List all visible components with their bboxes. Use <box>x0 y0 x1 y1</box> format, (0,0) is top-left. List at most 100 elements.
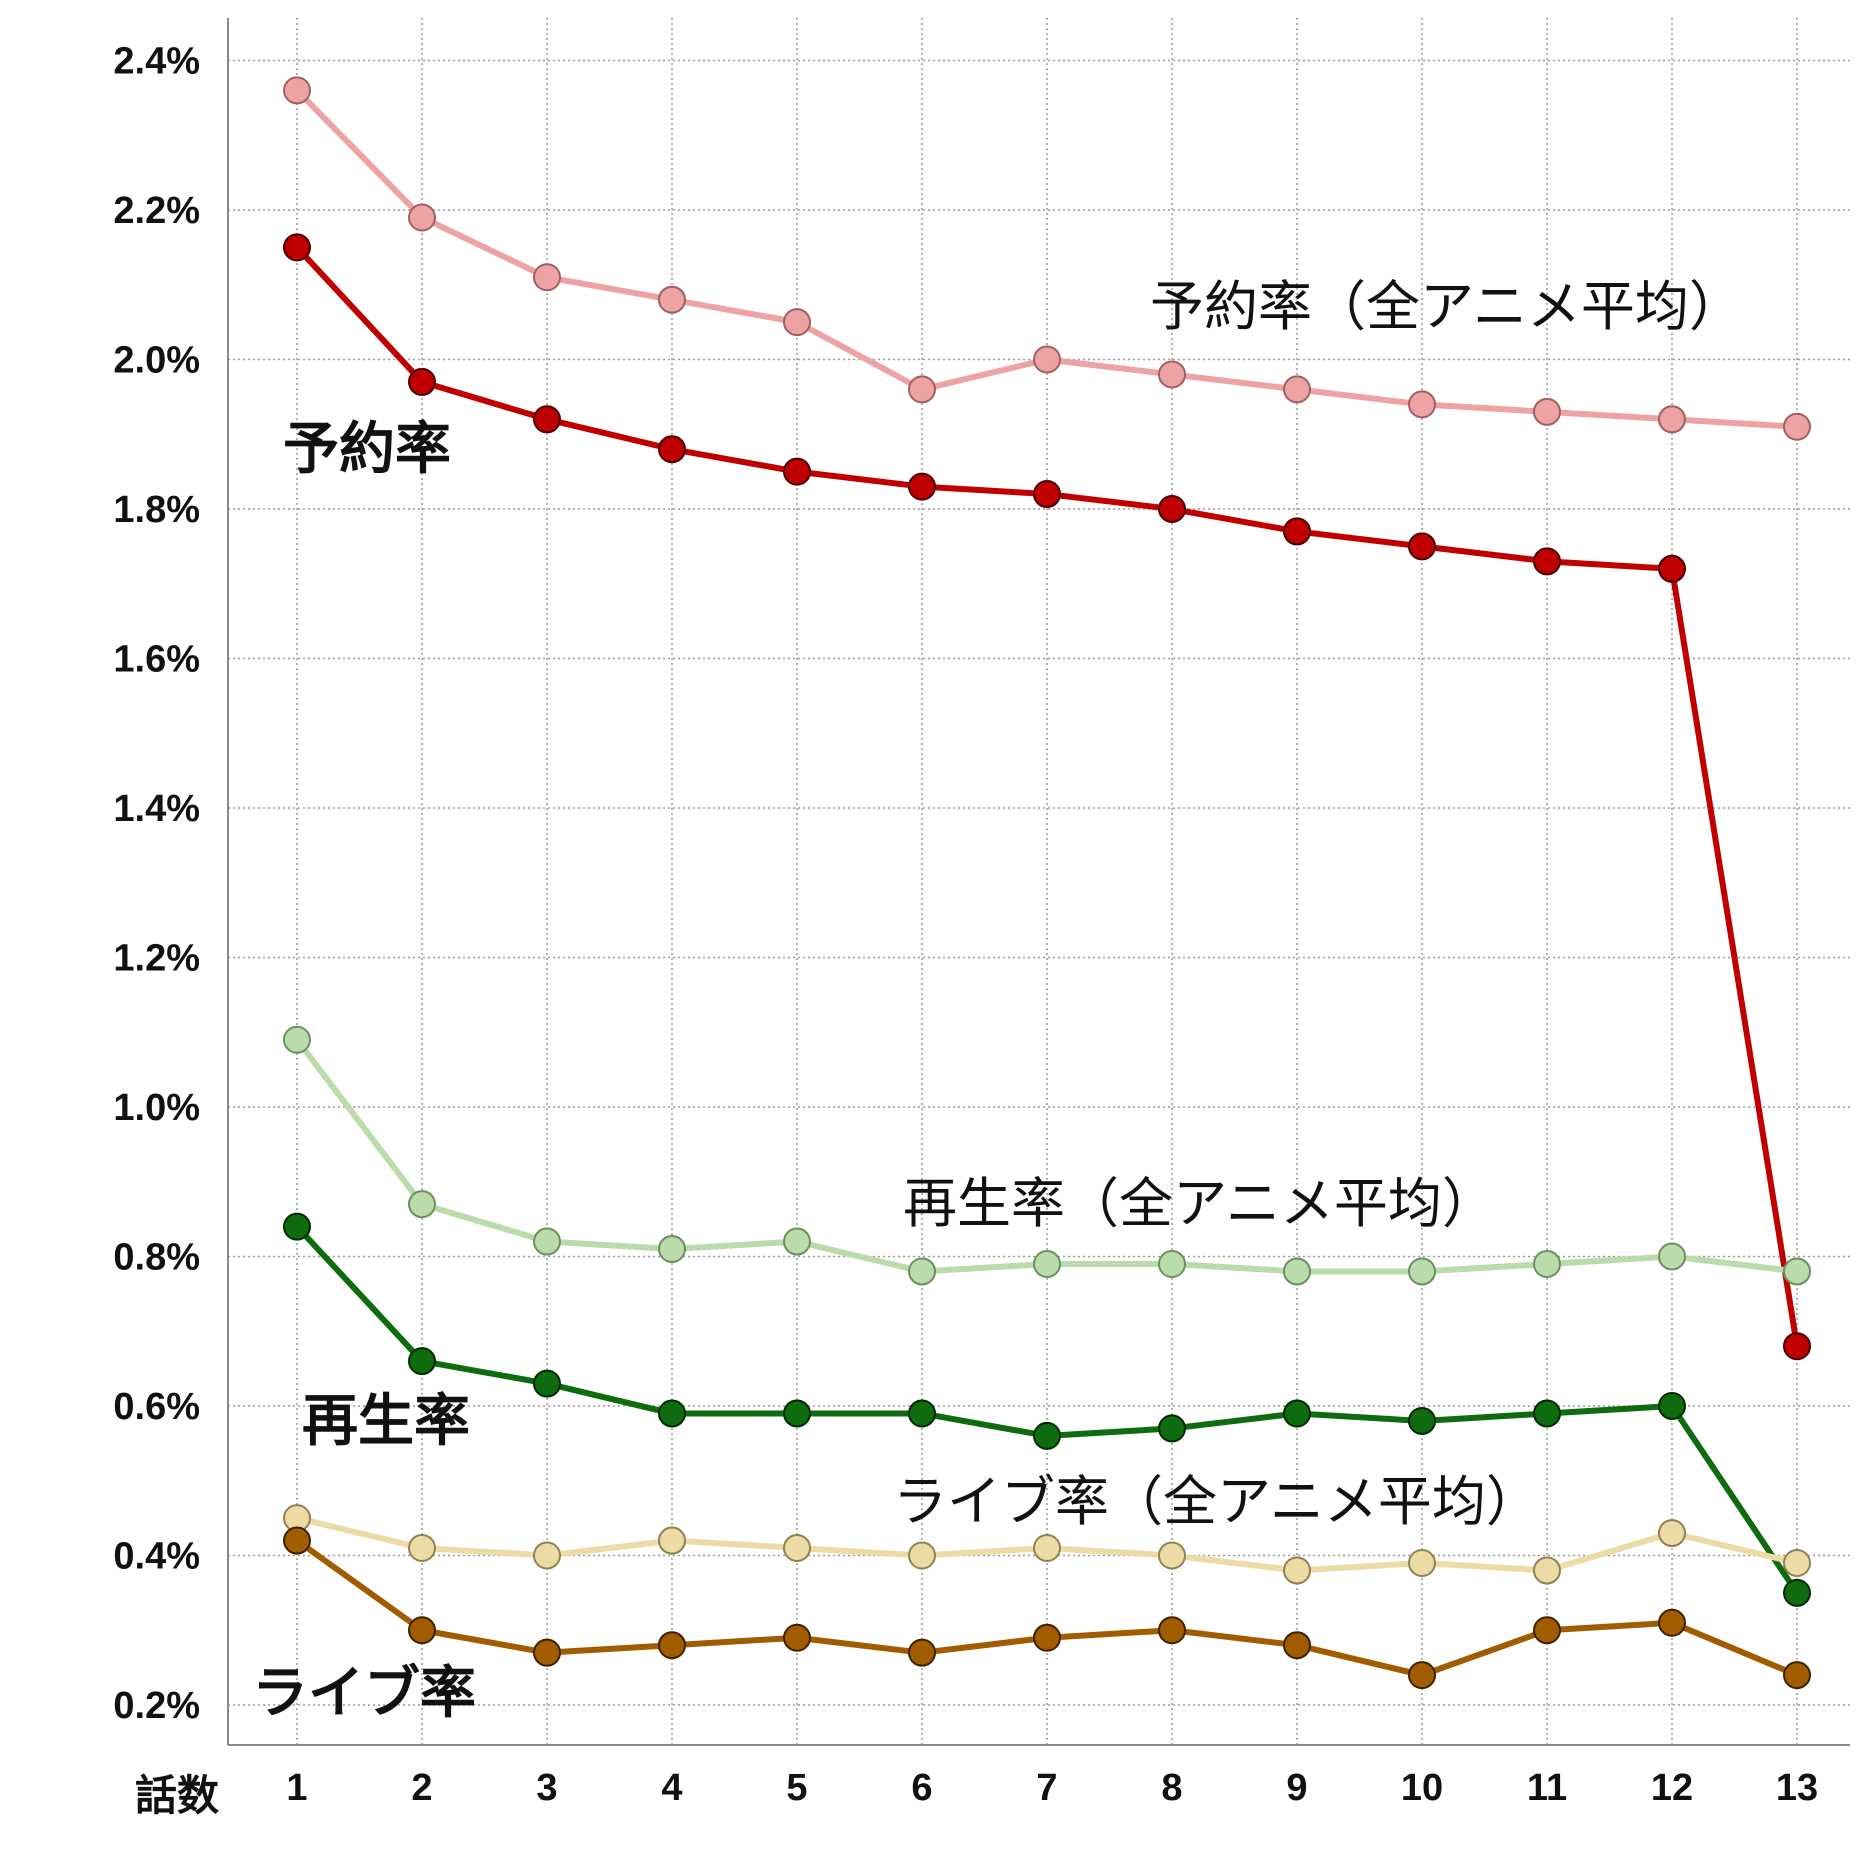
data-point-series-5 <box>1283 1631 1311 1660</box>
y-tick-label: 1.2% <box>113 938 200 980</box>
x-tick-label: 12 <box>1651 1767 1693 1809</box>
data-point-series-3 <box>408 1347 436 1376</box>
data-point-series-4 <box>1033 1534 1061 1563</box>
data-point-series-3 <box>1533 1399 1561 1428</box>
y-tick-label: 2.4% <box>113 41 200 83</box>
data-point-series-0 <box>1658 405 1686 434</box>
x-tick-label: 6 <box>911 1767 932 1809</box>
data-point-series-0 <box>1533 397 1561 426</box>
data-point-series-0 <box>1408 390 1436 419</box>
data-point-series-4 <box>408 1534 436 1563</box>
x-tick-label: 4 <box>661 1767 682 1809</box>
data-point-series-3 <box>1658 1392 1686 1420</box>
data-point-series-0 <box>658 285 686 314</box>
data-point-series-4 <box>1533 1556 1561 1585</box>
data-point-series-5 <box>1408 1661 1436 1690</box>
data-point-series-2 <box>783 1227 811 1256</box>
x-tick-label: 5 <box>786 1767 807 1809</box>
data-point-series-3 <box>1408 1406 1436 1435</box>
y-tick-label: 2.2% <box>113 190 200 232</box>
data-point-series-2 <box>283 1025 311 1054</box>
y-tick-label: 1.6% <box>113 639 200 681</box>
y-tick-label: 1.8% <box>113 489 200 531</box>
data-point-series-4 <box>658 1526 686 1555</box>
data-point-series-2 <box>658 1235 686 1264</box>
data-point-series-5 <box>1158 1616 1186 1645</box>
label-yoyaku-avg: 予約率（全アニメ平均） <box>1150 275 1743 338</box>
y-tick-label: 1.0% <box>113 1087 200 1129</box>
axes <box>227 18 1850 1746</box>
data-point-series-0 <box>1033 345 1061 374</box>
y-tick-label: 0.2% <box>113 1685 200 1727</box>
y-axis-ticks: 0.2% 0.4% 0.6% 0.8% 1.0% 1.2% 1.4% 1.6% 1.8% 2.0%… <box>113 41 200 1728</box>
data-point-series-2 <box>1283 1257 1311 1286</box>
data-point-series-1 <box>1783 1332 1811 1361</box>
data-point-series-0 <box>1283 375 1311 404</box>
y-tick-label: 2.0% <box>113 340 200 382</box>
data-point-series-3 <box>1783 1578 1811 1607</box>
data-point-series-1 <box>1658 554 1686 583</box>
label-saisei: 再生率 <box>302 1389 470 1454</box>
x-tick-label: 8 <box>1161 1767 1182 1809</box>
data-point-series-4 <box>908 1541 936 1570</box>
data-point-series-2 <box>1408 1257 1436 1286</box>
x-tick-label: 13 <box>1776 1767 1818 1809</box>
data-point-series-5 <box>533 1638 561 1667</box>
data-point-series-1 <box>658 435 686 464</box>
data-point-series-3 <box>908 1399 936 1428</box>
data-point-series-5 <box>658 1631 686 1660</box>
data-point-series-3 <box>283 1212 311 1241</box>
label-live-avg: ライブ率（全アニメ平均） <box>893 1470 1540 1533</box>
x-axis-ticks: 1 2 3 4 5 6 7 8 9 10 11 12 13 <box>286 1767 1818 1809</box>
data-point-series-3 <box>783 1399 811 1428</box>
y-tick-label: 0.4% <box>113 1536 200 1578</box>
data-point-series-5 <box>908 1638 936 1667</box>
data-point-series-4 <box>533 1541 561 1570</box>
data-point-series-5 <box>1533 1616 1561 1645</box>
data-point-series-3 <box>1158 1414 1186 1443</box>
data-point-series-2 <box>1783 1257 1811 1286</box>
label-yoyaku: 予約率 <box>283 417 451 482</box>
data-point-series-0 <box>908 375 936 404</box>
x-tick-label: 10 <box>1401 1767 1443 1809</box>
data-point-series-5 <box>408 1616 436 1645</box>
label-live: ライブ率 <box>252 1661 476 1726</box>
data-point-series-2 <box>908 1257 936 1286</box>
data-point-series-1 <box>1408 532 1436 561</box>
x-tick-label: 1 <box>286 1767 307 1809</box>
data-point-series-3 <box>658 1399 686 1428</box>
data-point-series-5 <box>1033 1623 1061 1652</box>
data-point-series-2 <box>1658 1242 1686 1271</box>
y-tick-label: 0.6% <box>113 1386 200 1428</box>
x-axis-label: 話数 <box>135 1771 219 1820</box>
data-point-series-5 <box>1783 1661 1811 1690</box>
data-point-series-0 <box>783 308 811 337</box>
data-point-series-1 <box>408 367 436 396</box>
data-point-series-1 <box>783 457 811 486</box>
data-point-series-4 <box>1283 1556 1311 1585</box>
series-points <box>283 76 1811 1690</box>
x-tick-label: 9 <box>1286 1767 1307 1809</box>
data-point-series-2 <box>1033 1249 1061 1278</box>
data-point-series-1 <box>908 472 936 501</box>
data-point-series-3 <box>533 1369 561 1398</box>
data-point-series-1 <box>1158 495 1186 523</box>
data-point-series-0 <box>533 263 561 292</box>
data-point-series-5 <box>783 1623 811 1652</box>
data-point-series-0 <box>1158 360 1186 389</box>
data-point-series-1 <box>533 405 561 434</box>
data-point-series-4 <box>1408 1548 1436 1577</box>
data-point-series-5 <box>1658 1608 1686 1637</box>
data-point-series-2 <box>1533 1249 1561 1278</box>
data-point-series-4 <box>783 1534 811 1563</box>
data-point-series-0 <box>408 203 436 232</box>
y-tick-label: 1.4% <box>113 788 200 830</box>
data-point-series-0 <box>283 76 311 105</box>
data-point-series-5 <box>283 1526 311 1555</box>
data-point-series-2 <box>408 1190 436 1219</box>
data-point-series-1 <box>1283 517 1311 546</box>
data-point-series-4 <box>1158 1541 1186 1570</box>
data-point-series-1 <box>1033 480 1061 509</box>
x-tick-label: 2 <box>411 1767 432 1809</box>
